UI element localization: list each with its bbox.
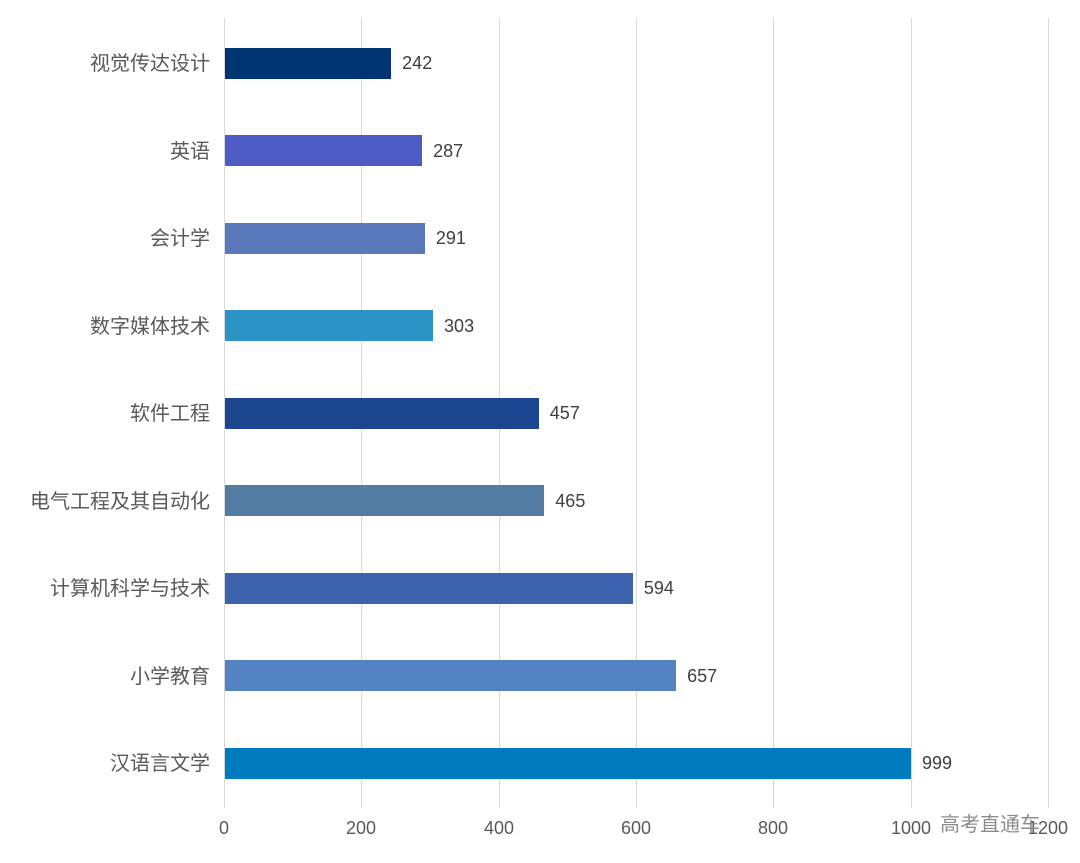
bar [225,135,423,166]
category-label: 视觉传达设计 [90,51,210,75]
category-label: 数字媒体技术 [90,313,210,338]
value-label: 303 [444,315,475,336]
value-label: 657 [687,665,718,686]
value-label: 465 [555,490,586,511]
category-label: 软件工程 [130,401,210,425]
x-tick-label: 1000 [890,818,932,838]
watermark: 高考直通车 [940,812,1040,836]
bar [225,747,911,779]
category-label: 小学教育 [130,663,210,688]
value-label: 999 [921,753,953,773]
value-label: 287 [433,140,464,161]
bar [225,485,545,516]
bar [225,397,539,429]
category-label: 英语 [170,138,210,163]
value-label: 594 [643,578,674,598]
gridline [1048,18,1049,808]
bar [225,310,434,341]
gridline [224,18,225,808]
gridline [773,18,774,808]
x-tick-label: 200 [345,818,377,838]
value-label: 242 [402,53,433,73]
value-label: 457 [549,403,580,423]
bar [225,572,633,604]
bar [225,47,392,79]
category-label: 会计学 [150,226,210,250]
value-label: 291 [435,228,466,248]
gridline [636,18,637,808]
gridline [911,18,912,808]
category-label: 计算机科学与技术 [50,576,210,600]
bar [225,660,677,691]
x-tick-label: 600 [620,818,652,838]
bar [225,222,425,254]
x-tick-label: 800 [757,818,789,838]
category-label: 电气工程及其自动化 [30,488,210,513]
x-tick-label: 0 [218,818,229,838]
x-tick-label: 400 [483,818,515,838]
category-label: 汉语言文学 [110,751,210,775]
x-tick-label: 1200 [1027,818,1069,838]
